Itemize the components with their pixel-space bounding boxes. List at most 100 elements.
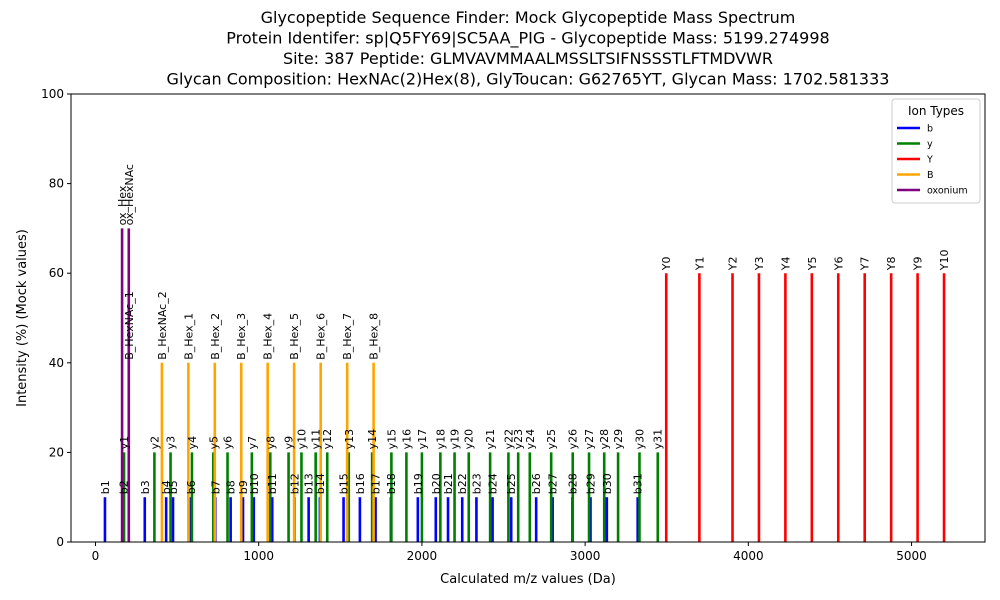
peak-label: y12 [321, 429, 334, 450]
y-tick-label: 40 [49, 356, 64, 370]
title-line: Glycopeptide Sequence Finder: Mock Glyco… [261, 8, 796, 27]
peak-label: b22 [456, 473, 469, 494]
peak-label: y28 [598, 429, 611, 450]
peak-label: b19 [412, 473, 425, 494]
peak-label: b4 [160, 480, 173, 494]
peak-label: y6 [222, 436, 235, 450]
peak-label: b25 [505, 473, 518, 494]
peak-label: B_HexNAc_2 [156, 291, 169, 360]
y-tick-label: 60 [49, 266, 64, 280]
peak-label: y18 [434, 429, 447, 450]
peak-label: y19 [449, 429, 462, 450]
legend-entry: oxonium [927, 186, 968, 197]
x-axis-ticks: 0 1000 2000 3000 4000 5000 [92, 542, 927, 563]
peak-label: y15 [385, 429, 398, 450]
peak-label: b2 [117, 480, 130, 494]
peak-label: b1 [99, 480, 112, 494]
peak-label: y11 [310, 429, 323, 450]
y-tick-label: 0 [56, 535, 64, 549]
plot-frame [70, 93, 986, 543]
peak-label: y26 [567, 429, 580, 450]
peak-label: B_Hex_5 [288, 313, 301, 360]
peak-label: y1 [118, 436, 131, 450]
y-axis-ticks: 0 20 40 60 80 100 [41, 87, 71, 549]
legend-entry: y [927, 139, 933, 150]
x-axis-label: Calculated m/z values (Da) [440, 572, 616, 587]
peak-label: B_HexNAc_1 [123, 291, 136, 360]
peak-label: b12 [288, 473, 301, 494]
peak-label: y29 [612, 429, 625, 450]
peak-label: b30 [601, 473, 614, 494]
peak-label: Y6 [832, 256, 845, 271]
peak-label: y13 [343, 429, 356, 450]
y-tick-label: 100 [41, 87, 64, 101]
legend-title: Ion Types [908, 104, 964, 118]
y-axis-label: Intensity (%) (Mock values) [15, 229, 30, 407]
legend-entry: B [927, 170, 934, 181]
peak-label: b3 [139, 480, 152, 494]
peak-label: b20 [430, 473, 443, 494]
peak-label: b7 [209, 480, 222, 494]
peak-label: y22 [502, 429, 515, 450]
x-tick-label: 0 [92, 549, 100, 563]
peak-label: y21 [484, 429, 497, 450]
peak-label: b9 [237, 480, 250, 494]
peak-label: y20 [463, 429, 476, 450]
peak-label: Y2 [727, 256, 740, 271]
peak-label: y10 [295, 429, 308, 450]
peak-label: Y0 [660, 256, 673, 271]
peak-label: y17 [416, 429, 429, 450]
peak-label: b16 [354, 473, 367, 494]
peak-label: b27 [547, 473, 560, 494]
peak-label: ox_Hex [116, 185, 129, 225]
y-tick-label: 20 [49, 445, 64, 459]
peak-label: y14 [366, 429, 379, 450]
peak-label: Y1 [693, 256, 706, 271]
peak-label: b31 [632, 473, 645, 494]
peak-label: B_Hex_1 [182, 313, 195, 360]
peak-label: Y7 [859, 256, 872, 271]
peak-label: b26 [530, 473, 543, 494]
peak-label: y5 [207, 436, 220, 450]
peak-label: Y3 [753, 256, 766, 271]
peak-label: b14 [314, 473, 327, 494]
peak-label: y7 [246, 436, 259, 450]
peak-label: b18 [385, 473, 398, 494]
peak-label: y4 [186, 436, 199, 450]
peak-label: b17 [370, 473, 383, 494]
peak-label: b24 [487, 473, 500, 494]
x-tick-label: 2000 [407, 549, 438, 563]
peak-label: B_Hex_7 [341, 313, 354, 360]
peak-label: B_Hex_4 [262, 313, 275, 360]
peak-label: y23 [512, 429, 525, 450]
peak-label: y3 [165, 436, 178, 450]
peak-label: Y9 [912, 256, 925, 271]
peak-label: Y4 [779, 256, 792, 271]
peak-label: b28 [566, 473, 579, 494]
peak-label: b10 [248, 473, 261, 494]
x-tick-label: 3000 [570, 549, 601, 563]
peak-label: y8 [264, 436, 277, 450]
peak-label: b8 [225, 480, 238, 494]
peak-label: b11 [266, 473, 279, 494]
peak-label: b5 [167, 480, 180, 494]
title-line: Site: 387 Peptide: GLMVAVMMAALMSSLTSIFNS… [283, 49, 773, 68]
peak-label: y30 [633, 429, 646, 450]
title-line: Glycan Composition: HexNAc(2)Hex(8), Gly… [167, 70, 890, 89]
peak-label: y31 [652, 429, 665, 450]
x-tick-label: 1000 [243, 549, 274, 563]
peak-label: B_Hex_3 [235, 313, 248, 360]
peak-label: y2 [148, 436, 161, 450]
peak-label: B_Hex_2 [209, 313, 222, 360]
peak-label: y27 [583, 429, 596, 450]
title-line: Protein Identifer: sp|Q5FY69|SC5AA_PIG -… [226, 29, 829, 49]
peak-label: b23 [470, 473, 483, 494]
x-tick-label: 5000 [896, 549, 927, 563]
peak-label: B_Hex_8 [368, 313, 381, 360]
legend-box [891, 98, 981, 204]
peak-label: B_Hex_6 [315, 313, 328, 360]
peak-label: y9 [283, 436, 296, 450]
